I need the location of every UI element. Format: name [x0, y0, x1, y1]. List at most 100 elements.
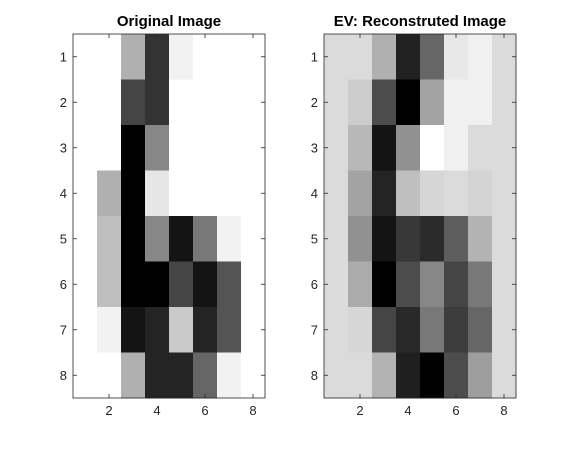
heatmap-cell: [468, 170, 493, 217]
y-tick-label: 8: [60, 368, 67, 383]
reconstructed-image-panel: EV: Reconstruted Image 2 4 6 8 1 2 3 4 5 6 7 8: [311, 13, 517, 418]
heatmap-cell: [169, 170, 194, 217]
heatmap-cell: [468, 261, 493, 308]
heatmap-cell: [121, 261, 146, 308]
heatmap-cell: [97, 261, 122, 308]
heatmap-cell: [324, 307, 349, 353]
heatmap-cell: [217, 34, 242, 80]
heatmap-cell: [145, 34, 170, 80]
heatmap-cell: [121, 216, 146, 262]
heatmap-cell: [348, 125, 373, 171]
heatmap-cell: [396, 216, 421, 262]
y-tick-label: 7: [311, 322, 318, 337]
heatmap-cell: [73, 170, 98, 217]
heatmap-cell: [396, 34, 421, 80]
heatmap-cell: [348, 261, 373, 308]
heatmap-cell: [372, 352, 397, 399]
heatmap-cell: [468, 352, 493, 399]
heatmap-cell: [73, 79, 98, 126]
heatmap-cell: [193, 170, 218, 217]
heatmap-cell: [348, 216, 373, 262]
heatmap-cell: [193, 79, 218, 126]
x-tick-label: 2: [105, 403, 112, 418]
heatmap-cell: [193, 352, 218, 399]
heatmap-cell: [97, 170, 122, 217]
heatmap-cell: [73, 216, 98, 262]
heatmap-cell: [217, 125, 242, 171]
heatmap-cell: [193, 307, 218, 353]
heatmap-cell: [444, 352, 469, 399]
heatmap-cell: [217, 307, 242, 353]
heatmap-cell: [396, 307, 421, 353]
heatmap-cell: [217, 352, 242, 399]
heatmap-cell: [121, 125, 146, 171]
heatmap-cell: [169, 307, 194, 353]
heatmap-cell: [121, 79, 146, 126]
heatmap-cell: [193, 34, 218, 80]
axes-box: [72, 33, 266, 399]
y-tick-label: 1: [311, 49, 318, 64]
heatmap-cell: [121, 307, 146, 353]
heatmap-cell: [444, 261, 469, 308]
heatmap-cell: [193, 125, 218, 171]
heatmap-cell: [444, 125, 469, 171]
heatmap-cell: [420, 352, 445, 399]
heatmap-cell: [145, 79, 170, 126]
x-tick-label: 2: [356, 403, 363, 418]
heatmap-cell: [348, 79, 373, 126]
x-tick-label: 4: [153, 403, 160, 418]
heatmap-cell: [396, 261, 421, 308]
heatmap-cell: [324, 79, 349, 126]
heatmap-cell: [324, 170, 349, 217]
heatmap-cell: [348, 307, 373, 353]
heatmap-cell: [348, 170, 373, 217]
heatmap-cell: [193, 261, 218, 308]
heatmap-cell: [396, 125, 421, 171]
heatmap-cell: [468, 34, 493, 80]
y-tick-label: 1: [60, 49, 67, 64]
heatmap-cell: [217, 261, 242, 308]
heatmap-cell: [444, 170, 469, 217]
y-tick-label: 4: [311, 186, 318, 201]
heatmap-cell: [97, 307, 122, 353]
heatmap-cell: [468, 79, 493, 126]
heatmap-cell: [145, 352, 170, 399]
heatmap-cell: [372, 170, 397, 217]
heatmap-cell: [97, 216, 122, 262]
heatmap-cell: [324, 261, 349, 308]
heatmap-cell: [145, 125, 170, 171]
heatmap-cell: [444, 79, 469, 126]
heatmap-cell: [420, 307, 445, 353]
heatmap-cell: [372, 125, 397, 171]
y-tick-label: 5: [311, 231, 318, 246]
heatmap-cell: [372, 261, 397, 308]
heatmap-cell: [396, 79, 421, 126]
y-tick-label: 8: [311, 368, 318, 383]
heatmap-cell: [169, 261, 194, 308]
y-tick-label: 7: [60, 322, 67, 337]
heatmap-cell: [121, 34, 146, 80]
heatmap-cell: [324, 352, 349, 399]
heatmap-cell: [468, 125, 493, 171]
y-tick-label: 6: [60, 277, 67, 292]
heatmap-cell: [420, 34, 445, 80]
heatmap-cell: [145, 261, 170, 308]
y-tick-label: 6: [311, 277, 318, 292]
heatmap-cell: [468, 307, 493, 353]
heatmap-cell: [420, 261, 445, 308]
heatmap-cell: [324, 125, 349, 171]
x-tick-label: 8: [500, 403, 507, 418]
heatmap-cell: [97, 125, 122, 171]
heatmap-cell: [348, 352, 373, 399]
heatmap-cell: [73, 261, 98, 308]
heatmap-cell: [145, 307, 170, 353]
heatmap-cell: [396, 352, 421, 399]
x-tick-label: 6: [452, 403, 459, 418]
x-tick-label: 4: [404, 403, 411, 418]
heatmap-cell: [121, 352, 146, 399]
heatmap-cell: [372, 34, 397, 80]
y-tick-label: 5: [60, 231, 67, 246]
heatmap-cell: [73, 34, 98, 80]
heatmap-cell: [420, 216, 445, 262]
y-tick-label: 2: [311, 95, 318, 110]
